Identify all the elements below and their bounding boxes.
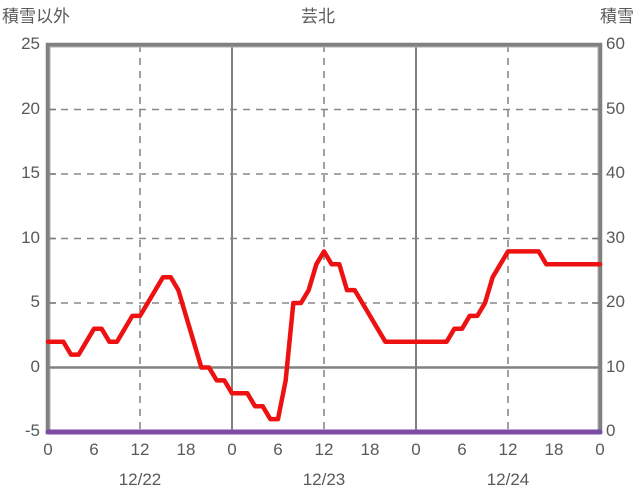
x-axis-tick-label: 18 xyxy=(176,440,196,459)
x-axis-tick-label: 12 xyxy=(130,440,150,459)
y2-axis-tick-label: 50 xyxy=(606,98,625,118)
series-layer xyxy=(45,249,603,435)
y2-axis-tick-label: 30 xyxy=(606,227,625,247)
x-axis-tick-label: 0 xyxy=(227,440,237,459)
y2-axis-tick-label: 10 xyxy=(606,356,625,376)
y-axis-tick-label: 0 xyxy=(30,356,40,376)
x-axis-tick-label: 18 xyxy=(360,440,380,459)
grid-layer xyxy=(48,45,600,432)
x-axis-tick-label: 12 xyxy=(498,440,518,459)
y2-axis-tick-label: 40 xyxy=(606,163,625,182)
x-axis-tick-label: 12 xyxy=(314,440,334,459)
y-axis-tick-label: -5 xyxy=(24,421,40,440)
x-axis-day-label: 12/23 xyxy=(302,470,346,489)
y2-axis-tick-label: 0 xyxy=(606,421,616,440)
x-axis-day-label: 12/22 xyxy=(118,470,162,489)
x-axis-day-label: 12/24 xyxy=(486,470,530,489)
x-axis-tick-label: 0 xyxy=(43,440,53,459)
x-axis-tick-label: 0 xyxy=(411,440,421,459)
y-axis-tick-label: 10 xyxy=(21,227,40,247)
x-axis-tick-label: 18 xyxy=(544,440,564,459)
y2-axis-tick-label: 20 xyxy=(606,292,625,311)
x-axis-tick-label: 6 xyxy=(457,440,467,459)
right-axis-caption: 積雪 xyxy=(600,7,634,26)
x-axis-tick-label: 6 xyxy=(273,440,283,459)
left-axis-caption: 積雪以外 xyxy=(2,7,70,26)
series-line-snow-other xyxy=(45,249,603,422)
chart-title: 芸北 xyxy=(301,7,335,26)
y-axis-tick-label: 25 xyxy=(21,34,40,53)
y-axis-tick-label: 5 xyxy=(30,292,40,311)
y2-axis-tick-label: 60 xyxy=(606,34,625,53)
x-axis-tick-label: 6 xyxy=(89,440,99,459)
x-axis-tick-label: 0 xyxy=(595,440,605,459)
y-axis-tick-label: 20 xyxy=(21,98,40,118)
y-axis-tick-label: 15 xyxy=(21,163,40,182)
